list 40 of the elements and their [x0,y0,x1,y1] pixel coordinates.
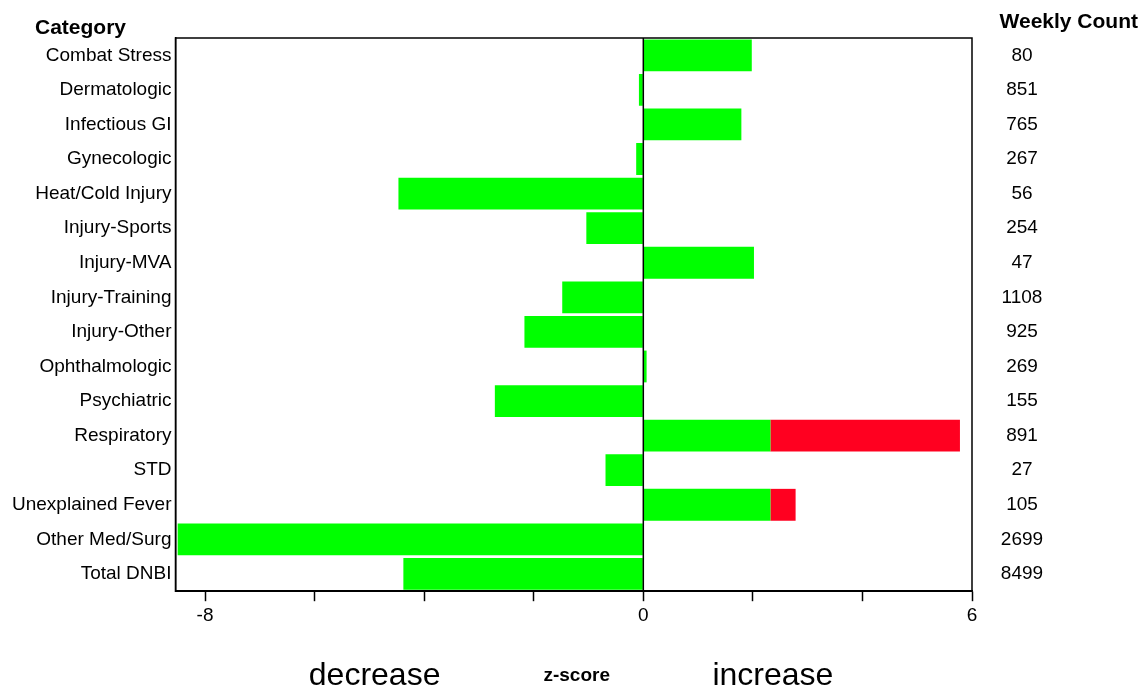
y-tick-label: STD [133,458,172,480]
text: 47 [1011,250,1033,272]
text: 80 [1011,43,1033,65]
y-tick-label: Ophthalmologic [39,354,172,376]
text: 105 [1006,493,1038,514]
text: 254 [1006,216,1039,238]
y-tick-label: Other Med/Surg [36,527,172,549]
y-tick-label: Infectious GI [64,112,172,134]
y-tick-label: Psychiatric [79,389,172,411]
x-tick-label: 0 [638,603,649,625]
text: 155 [1006,389,1038,411]
text: decrease [308,655,441,692]
text: 269 [1006,354,1038,376]
y-tick-label: Respiratory [74,423,172,445]
y-tick-label: Gynecologic [66,147,172,169]
text: 891 [1006,423,1038,445]
text: 267 [1006,147,1038,169]
y-tick-label: Combat Stress [45,43,172,65]
text: 27 [1011,458,1033,480]
text: 851 [1006,78,1038,100]
text: 925 [1006,320,1038,342]
text: 765 [1006,112,1038,134]
text: increase [712,655,834,692]
x-tick-label: 6 [966,603,978,625]
y-tick-label: Injury-MVA [78,250,172,272]
y-tick-label: Injury-Other [71,320,173,342]
x-axis-title: z-score [543,664,610,686]
text: 56 [1011,181,1033,203]
y2-axis-title: Weekly Count [999,8,1139,32]
text: 8499 [1000,562,1044,584]
y-tick-label: Heat/Cold Injury [35,181,172,203]
y-tick-label: Injury-Training [50,285,172,307]
y-tick-label: Unexplained Fever [11,493,173,514]
y-tick-label: Total DNBI [80,562,172,584]
y-tick-label: Dermatologic [59,78,172,100]
y-tick-label: Injury-Sports [63,216,172,238]
text: 1108 [1001,285,1043,307]
x-tick-label: -8 [196,603,214,625]
text: 2699 [1000,527,1044,549]
y-axis-title: Category [35,14,127,38]
